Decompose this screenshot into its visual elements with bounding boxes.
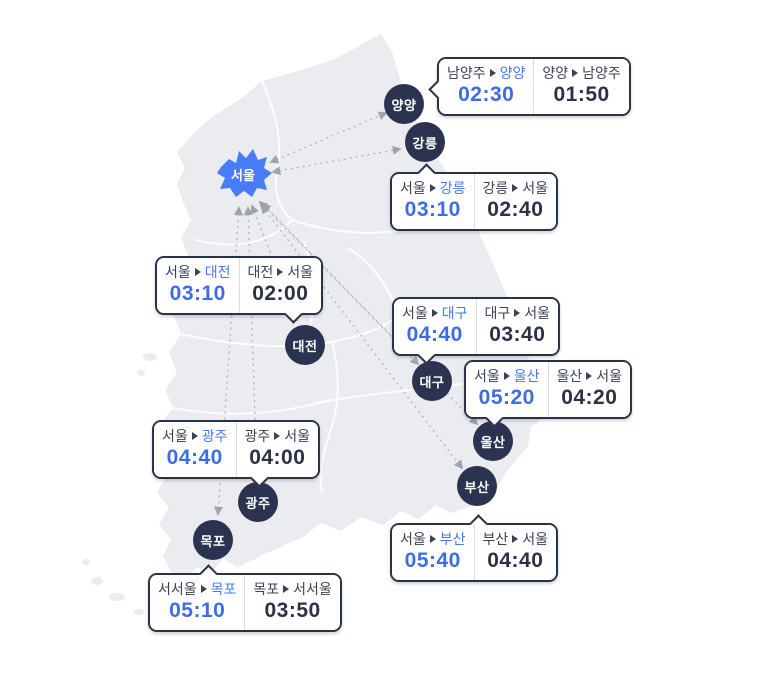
seoul-marker-label: 서울 <box>231 168 255 183</box>
route-label-outbound: 서울 대전 <box>165 264 231 280</box>
travel-time-inbound: 04:00 <box>249 446 306 469</box>
route-label-inbound: 대전 서울 <box>247 264 314 280</box>
travel-time-card-busan[interactable]: 서울 부산 05:40 부산 서울 04:40 <box>390 514 559 582</box>
travel-time-card-gwangju[interactable]: 서울 광주 04:40 광주 서울 04:00 <box>152 420 321 488</box>
route-arrow-icon <box>191 432 198 440</box>
travel-time-card-mokpo[interactable]: 서서울 목포 05:10 목포 서서울 03:50 <box>148 564 342 632</box>
city-marker-yangyang[interactable]: 양양 <box>384 84 424 124</box>
city-marker-daejeon[interactable]: 대전 <box>285 325 325 365</box>
travel-time-card-gangneung[interactable]: 서울 강릉 03:10 강릉 서울 02:40 <box>390 163 559 231</box>
city-marker-mokpo[interactable]: 목포 <box>193 520 233 560</box>
route-label-outbound: 서울 울산 <box>474 368 540 384</box>
travel-time-outbound: 02:30 <box>458 83 515 106</box>
route-label-outbound: 서서울 목포 <box>158 581 237 597</box>
route-arrow-icon <box>194 268 201 276</box>
route-arrow-icon <box>503 372 510 380</box>
travel-time-card-yangyang[interactable]: 남양주 양양 02:30 양양 남양주 01:50 <box>428 57 631 116</box>
route-label-inbound: 광주 서울 <box>244 428 311 444</box>
travel-time-outbound: 03:10 <box>404 198 461 221</box>
travel-time-outbound: 05:20 <box>478 386 535 409</box>
island <box>143 353 157 361</box>
route-label-outbound: 서울 광주 <box>162 428 228 444</box>
travel-time-outbound: 05:10 <box>169 599 226 622</box>
travel-time-inbound: 03:50 <box>264 599 321 622</box>
route-arrow-icon <box>586 372 593 380</box>
travel-time-outbound: 03:10 <box>169 282 226 305</box>
travel-time-inbound: 01:50 <box>553 83 610 106</box>
island <box>82 559 90 565</box>
route-label-inbound: 울산 서울 <box>556 368 623 384</box>
route-label-outbound: 서울 부산 <box>400 531 466 547</box>
travel-time-card-daejeon[interactable]: 서울 대전 03:10 대전 서울 02:00 <box>155 256 324 324</box>
city-marker-busan[interactable]: 부산 <box>457 466 497 506</box>
travel-time-card-daegu[interactable]: 서울 대구 04:40 대구 서울 03:40 <box>392 297 561 365</box>
route-arrow-icon <box>431 309 438 317</box>
route-arrow-icon <box>572 69 579 77</box>
route-arrow-icon <box>274 432 281 440</box>
seoul-marker[interactable] <box>217 149 272 197</box>
route-arrow-icon <box>200 585 207 593</box>
travel-time-inbound: 03:40 <box>489 323 546 346</box>
travel-time-outbound: 04:40 <box>166 446 223 469</box>
island <box>91 577 103 585</box>
route-arrow-icon <box>283 585 290 593</box>
route-dashed-line-busan <box>260 204 464 470</box>
route-arrow-icon <box>512 535 519 543</box>
travel-time-inbound: 02:00 <box>252 282 309 305</box>
city-marker-ulsan[interactable]: 울산 <box>473 421 513 461</box>
route-arrow-icon <box>512 184 519 192</box>
city-marker-daegu[interactable]: 대구 <box>412 361 452 401</box>
route-label-inbound: 대구 서울 <box>484 305 551 321</box>
city-marker-gwangju[interactable]: 광주 <box>238 482 278 522</box>
route-arrow-icon <box>429 184 436 192</box>
route-arrow-icon <box>277 268 284 276</box>
island <box>134 609 144 615</box>
route-label-outbound: 남양주 양양 <box>447 65 526 81</box>
route-label-inbound: 양양 남양주 <box>542 65 621 81</box>
route-label-inbound: 목포 서서울 <box>253 581 332 597</box>
travel-time-outbound: 04:40 <box>406 323 463 346</box>
route-label-outbound: 서울 강릉 <box>400 180 466 196</box>
city-marker-gangneung[interactable]: 강릉 <box>405 122 445 162</box>
travel-time-card-ulsan[interactable]: 서울 울산 05:20 울산 서울 04:20 <box>464 360 633 428</box>
route-arrow-icon <box>489 69 496 77</box>
travel-time-inbound: 02:40 <box>487 198 544 221</box>
travel-time-inbound: 04:40 <box>487 549 544 572</box>
island <box>137 370 145 376</box>
island <box>109 593 125 601</box>
route-label-inbound: 부산 서울 <box>482 531 549 547</box>
travel-time-outbound: 05:40 <box>404 549 461 572</box>
travel-time-inbound: 04:20 <box>561 386 618 409</box>
route-label-inbound: 강릉 서울 <box>482 180 549 196</box>
route-label-outbound: 서울 대구 <box>402 305 468 321</box>
route-arrow-icon <box>514 309 521 317</box>
route-arrow-icon <box>429 535 436 543</box>
